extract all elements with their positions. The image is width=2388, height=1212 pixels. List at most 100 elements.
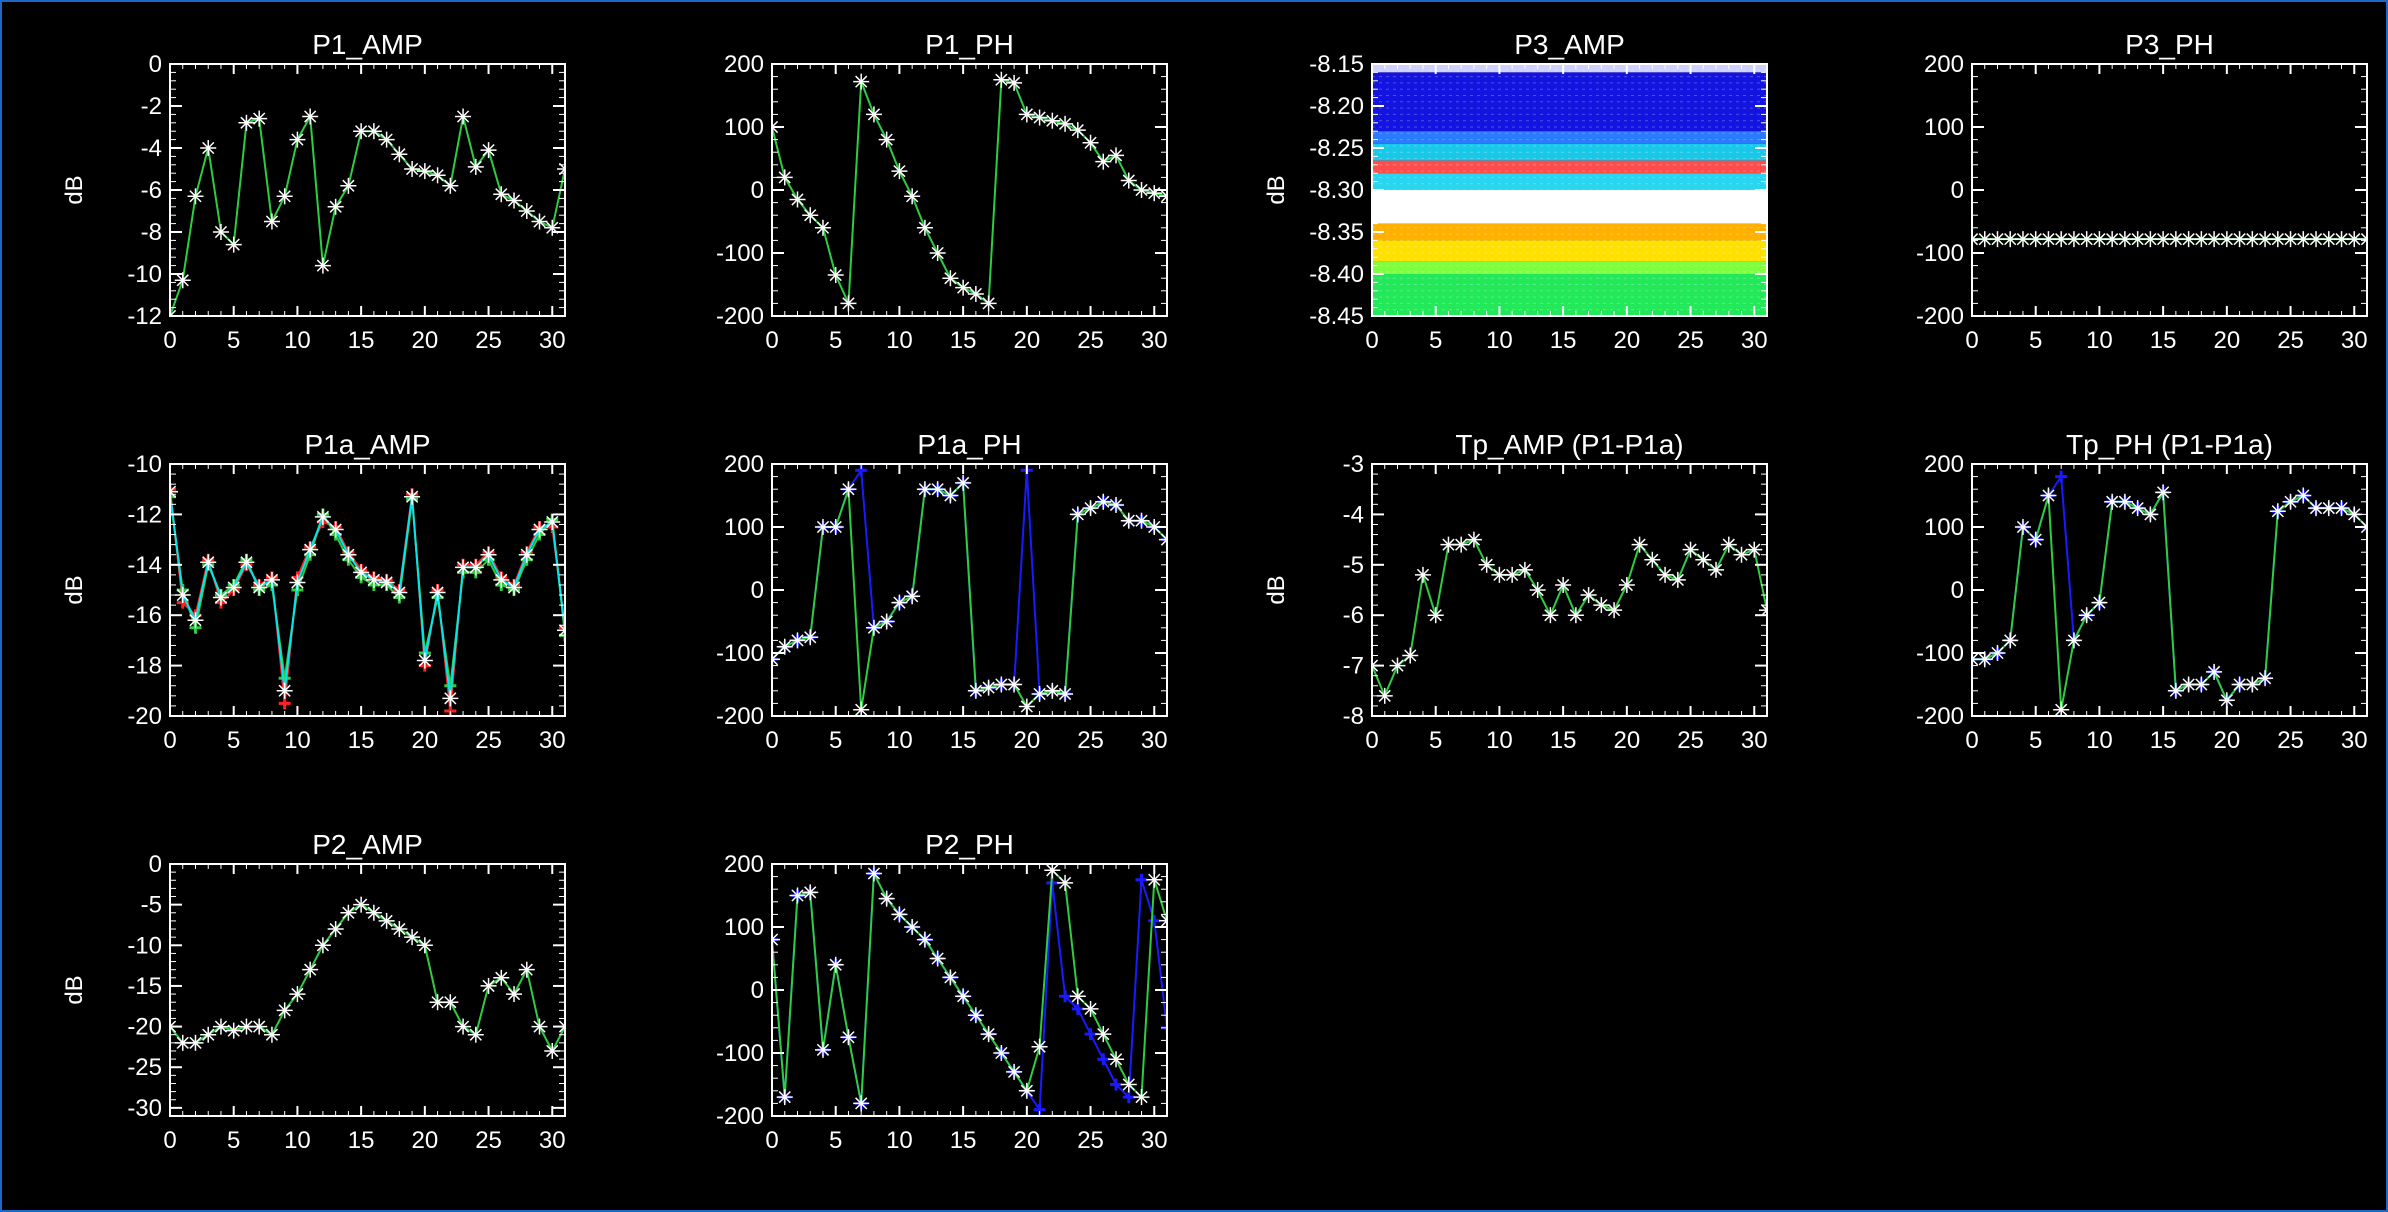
- heatmap-band: [1372, 72, 1767, 132]
- y-axis-label: dB: [1263, 575, 1290, 604]
- data-point: [212, 589, 229, 606]
- panel-p1a_ph: P1a_PH 0 5 10 15 20 25 30 200 100 0 -100 -200: [716, 429, 1168, 754]
- marker-stroke: [380, 133, 393, 146]
- marker-stroke: [2093, 233, 2106, 246]
- data-point: [2180, 231, 2197, 248]
- data-point: [455, 1018, 472, 1035]
- marker-stroke: [1148, 520, 1161, 534]
- data-point: [993, 71, 1010, 88]
- data-point: [212, 224, 229, 240]
- marker-stroke: [2029, 233, 2042, 246]
- marker-stroke: [2169, 233, 2183, 246]
- x-tick-label: 30: [1141, 327, 1168, 354]
- chart-title: P2_PH: [925, 829, 1014, 860]
- marker-stroke: [1046, 864, 1059, 877]
- marker-stroke: [2246, 678, 2259, 691]
- data-point: [2180, 676, 2197, 693]
- marker-stroke: [880, 133, 893, 146]
- y-tick-label: -200: [716, 1103, 764, 1130]
- data-point: [2333, 500, 2350, 517]
- data-point: [1044, 112, 1061, 129]
- chart-title: Tp_PH (P1-P1a): [2066, 429, 2273, 460]
- data-point: [404, 929, 421, 946]
- data-point: [1542, 607, 1559, 624]
- marker-stroke: [944, 971, 957, 984]
- y-tick-label: -3: [1343, 451, 1364, 478]
- data-point: [1427, 607, 1444, 624]
- marker-stroke: [380, 914, 393, 928]
- marker-stroke: [1020, 1084, 1033, 1097]
- series-group: [170, 896, 565, 1059]
- data-point: [1031, 1038, 1048, 1055]
- data-point: [2055, 470, 2068, 483]
- marker-stroke: [956, 990, 970, 1003]
- marker-stroke: [240, 1020, 253, 1033]
- data-point: [518, 961, 535, 978]
- x-tick-label: 30: [1141, 727, 1168, 754]
- marker-stroke: [1978, 233, 1991, 246]
- data-point: [493, 969, 510, 986]
- data-point: [853, 73, 870, 90]
- data-point: [891, 594, 908, 611]
- marker-stroke: [1760, 609, 1767, 617]
- marker-stroke: [982, 297, 995, 310]
- panel-p3_ph: P3_PH 0 5 10 15 20 25 30 200 100 0 -100 -200: [1916, 29, 2368, 354]
- x-tick-label: 5: [227, 327, 240, 354]
- y-tick-label: -8.25: [1309, 135, 1364, 162]
- data-point: [1018, 106, 1035, 123]
- marker-stroke: [2067, 233, 2081, 246]
- marker-stroke: [520, 548, 533, 561]
- y-tick-label: -8.15: [1309, 51, 1364, 78]
- marker-stroke: [1097, 495, 1110, 508]
- x-tick-label: 0: [765, 327, 778, 354]
- data-point: [1031, 109, 1048, 126]
- x-tick-label: 5: [227, 727, 240, 754]
- data-point: [170, 483, 178, 500]
- data-point: [1465, 531, 1482, 548]
- data-point: [212, 1018, 229, 1035]
- marker-stroke: [2297, 489, 2310, 502]
- x-tick-label: 15: [950, 327, 977, 354]
- data-point: [1120, 1076, 1137, 1093]
- marker-stroke: [393, 148, 406, 161]
- x-tick-label: 30: [539, 1127, 566, 1154]
- marker-stroke: [342, 906, 355, 919]
- data-point: [2257, 670, 2274, 687]
- data-point: [442, 690, 459, 707]
- data-point: [263, 571, 280, 588]
- data-point: [1146, 185, 1163, 202]
- data-point: [416, 652, 433, 669]
- data-point: [327, 521, 344, 538]
- marker-stroke: [1122, 1078, 1135, 1091]
- data-point: [1120, 172, 1137, 189]
- x-tick-label: 30: [2341, 327, 2368, 354]
- data-point: [544, 513, 561, 530]
- marker-stroke: [214, 591, 228, 604]
- data-point: [1084, 1028, 1097, 1041]
- data-point: [929, 481, 946, 498]
- data-point: [2065, 632, 2082, 649]
- data-point: [2346, 506, 2363, 523]
- x-tick-label: 10: [886, 727, 913, 754]
- data-point: [789, 632, 806, 649]
- marker-stroke: [316, 510, 330, 524]
- y-tick-label: 200: [724, 51, 764, 78]
- marker-stroke: [2156, 486, 2170, 499]
- data-point: [1095, 1026, 1112, 1043]
- marker-stroke: [2067, 634, 2081, 647]
- data-point: [353, 564, 370, 581]
- x-tick-label: 10: [284, 1127, 311, 1154]
- data-point: [289, 131, 306, 148]
- marker-stroke: [1978, 653, 1991, 666]
- x-tick-label: 5: [2029, 327, 2042, 354]
- marker-stroke: [189, 614, 202, 627]
- marker-stroke: [316, 259, 330, 272]
- marker-stroke: [1109, 1053, 1123, 1066]
- x-tick-label: 20: [1613, 727, 1640, 754]
- data-point: [2104, 231, 2121, 248]
- marker-stroke: [444, 179, 457, 192]
- data-point: [942, 270, 959, 287]
- marker-stroke: [893, 908, 906, 921]
- data-point: [2116, 493, 2133, 510]
